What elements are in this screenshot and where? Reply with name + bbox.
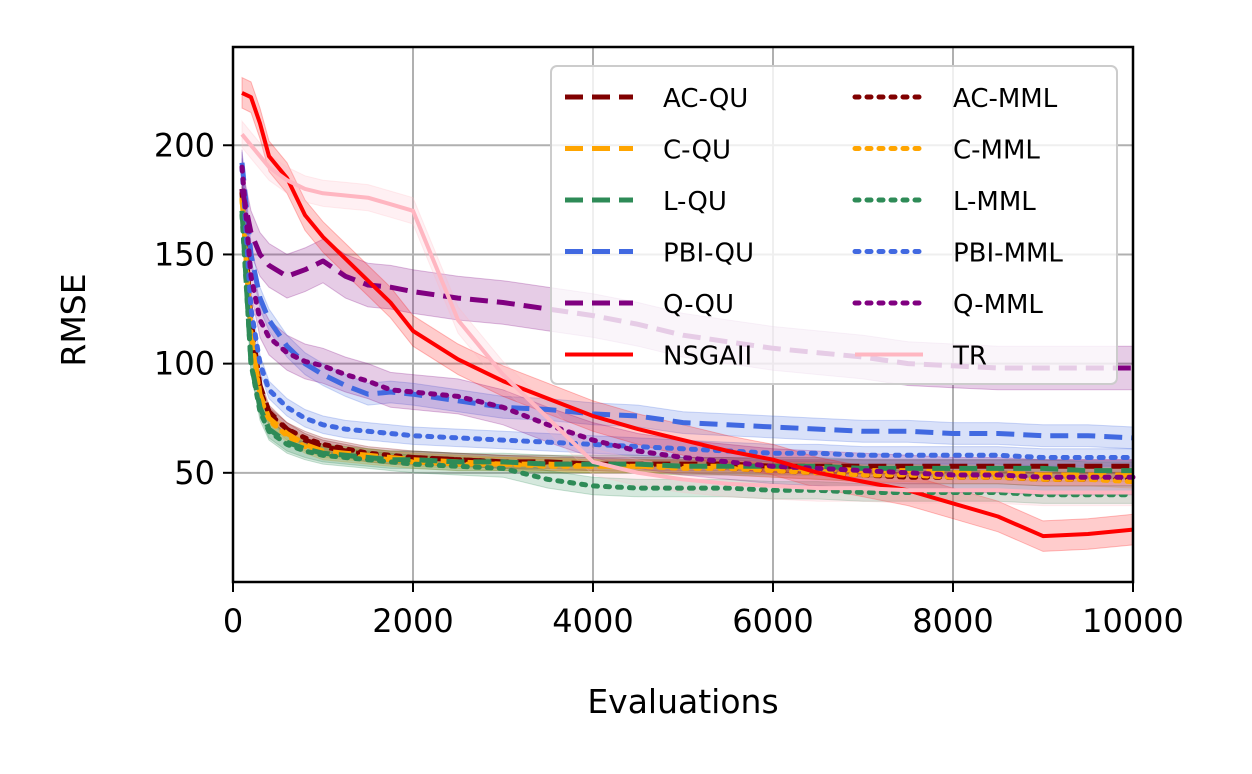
y-axis-title: RMSE — [54, 273, 93, 366]
y-tick-label: 200 — [154, 126, 215, 164]
legend-box — [550, 65, 1118, 385]
y-tick-label: 150 — [154, 235, 215, 273]
legend: AC-QU C-QU L-QU PBI-QU Q-QU NSGAII AC-MML C-MML… — [550, 65, 1118, 385]
legend-label-q-mml: Q-MML — [953, 290, 1043, 320]
legend-label-ac-mml: AC-MML — [953, 84, 1058, 114]
legend-label-pbi-qu: PBI-QU — [663, 239, 754, 269]
ticks: 0 2000 4000 6000 8000 10000 50 100 150 200 — [154, 126, 1184, 640]
legend-label-l-mml: L-MML — [953, 187, 1036, 217]
legend-label-ac-qu: AC-QU — [663, 84, 748, 114]
y-tick-label: 50 — [174, 454, 215, 492]
x-axis-title: Evaluations — [587, 682, 778, 721]
x-tick-label: 2000 — [372, 602, 453, 640]
x-tick-label: 0 — [223, 602, 243, 640]
x-tick-label: 8000 — [912, 602, 993, 640]
plot-frame — [231, 45, 1135, 584]
x-tick-label: 4000 — [552, 602, 633, 640]
x-tick-label: 6000 — [732, 602, 813, 640]
series-line-tr — [240, 133, 1133, 495]
series-line-q-mml — [239, 164, 1136, 480]
legend-label-q-qu: Q-QU — [663, 290, 734, 320]
series-line-l-qu — [239, 210, 1133, 474]
series-line-l-mml — [239, 212, 1136, 498]
legend-label-pbi-mml: PBI-MML — [953, 239, 1063, 269]
legend-label-c-mml: C-MML — [953, 136, 1040, 166]
x-tick-label: 10000 — [1082, 602, 1184, 640]
legend-label-tr: TR — [952, 342, 987, 372]
series-line-pbi-qu — [239, 162, 1134, 441]
series-line-nsgaii — [241, 91, 1134, 539]
series-line-pbi-mml — [239, 164, 1136, 460]
legend-label-c-qu: C-QU — [663, 136, 731, 166]
y-tick-label: 100 — [154, 345, 215, 383]
legend-label-nsgaii: NSGAII — [663, 342, 752, 372]
legend-label-l-qu: L-QU — [663, 187, 727, 217]
